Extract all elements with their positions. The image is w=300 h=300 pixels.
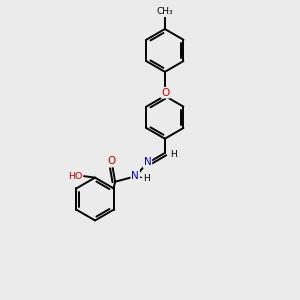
- Text: N: N: [144, 158, 152, 167]
- Text: CH₃: CH₃: [157, 7, 173, 16]
- Text: H: H: [143, 174, 150, 183]
- Text: HO: HO: [68, 172, 82, 181]
- Text: O: O: [108, 156, 116, 167]
- Text: N: N: [131, 171, 139, 181]
- Text: H: H: [170, 150, 177, 159]
- Text: O: O: [161, 88, 169, 98]
